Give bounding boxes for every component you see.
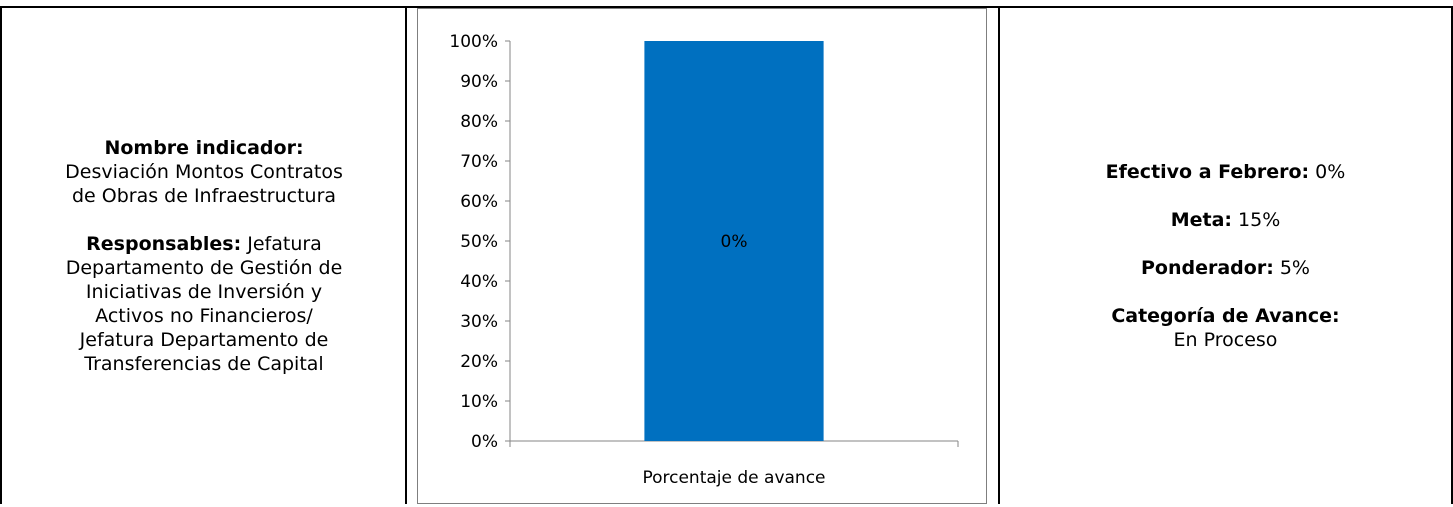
responsables-line: Transferencias de Capital (84, 353, 324, 375)
responsables-label: Responsables: (86, 233, 242, 255)
meta-value: 15% (1238, 209, 1281, 231)
y-tick-label: 50% (460, 232, 498, 252)
y-tick-label: 70% (460, 152, 498, 172)
meta-line: Meta: 15% (1171, 208, 1281, 232)
y-tick-label: 30% (460, 312, 498, 332)
table-top-border (0, 6, 1453, 8)
y-tick-label: 20% (460, 352, 498, 372)
indicator-name-line: de Obras de Infraestructura (71, 185, 337, 207)
bar-data-label: 0% (721, 232, 748, 252)
ponderador-label: Ponderador: (1140, 257, 1274, 279)
indicator-name-label: Nombre indicador: (104, 137, 304, 159)
y-tick-label: 100% (449, 32, 498, 52)
y-tick-label: 0% (471, 432, 498, 452)
chart-area: 0% 10% 20% 30% 40% 50% 60% 70% 80% 90% 100% 0% Porce… (417, 8, 987, 504)
table-divider-1 (405, 6, 407, 504)
table-left-border (0, 6, 2, 504)
bar (644, 41, 824, 441)
efectivo-label: Efectivo a Febrero: (1105, 161, 1310, 183)
x-category-label: Porcentaje de avance (642, 468, 825, 488)
ponderador-value: 5% (1279, 257, 1310, 279)
efectivo-value: 0% (1315, 161, 1346, 183)
table-divider-2 (998, 6, 1000, 504)
y-tick-label: 60% (460, 192, 498, 212)
responsables-line: Departamento de Gestión de (65, 257, 343, 279)
y-tick-label: 80% (460, 112, 498, 132)
categoria-value: En Proceso (1173, 329, 1278, 351)
indicator-info-cell: Nombre indicador: Desviación Montos Cont… (4, 8, 404, 504)
categoria-label: Categoría de Avance: (1111, 305, 1340, 327)
indicator-status-cell: Efectivo a Febrero: 0% Meta: 15% Pondera… (1001, 8, 1450, 504)
responsables-line: Responsables: Jefatura (86, 232, 322, 256)
y-tick-label: 40% (460, 272, 498, 292)
efectivo-line: Efectivo a Febrero: 0% (1106, 160, 1346, 184)
table-right-border (1451, 6, 1453, 504)
responsables-line: Activos no Financieros/ (95, 305, 313, 327)
indicator-name-line: Desviación Montos Contratos (65, 161, 343, 183)
responsables-line: Jefatura Departamento de (79, 329, 329, 351)
responsables-value: Jefatura (247, 233, 322, 255)
y-tick-label: 90% (460, 72, 498, 92)
meta-label: Meta: (1170, 209, 1232, 231)
y-tick-label: 10% (460, 392, 498, 412)
ponderador-line: Ponderador: 5% (1141, 256, 1310, 280)
bar-chart: 0% 10% 20% 30% 40% 50% 60% 70% 80% 90% 100% 0% Porce… (449, 32, 959, 488)
responsables-line: Iniciativas de Inversión y (85, 281, 323, 303)
